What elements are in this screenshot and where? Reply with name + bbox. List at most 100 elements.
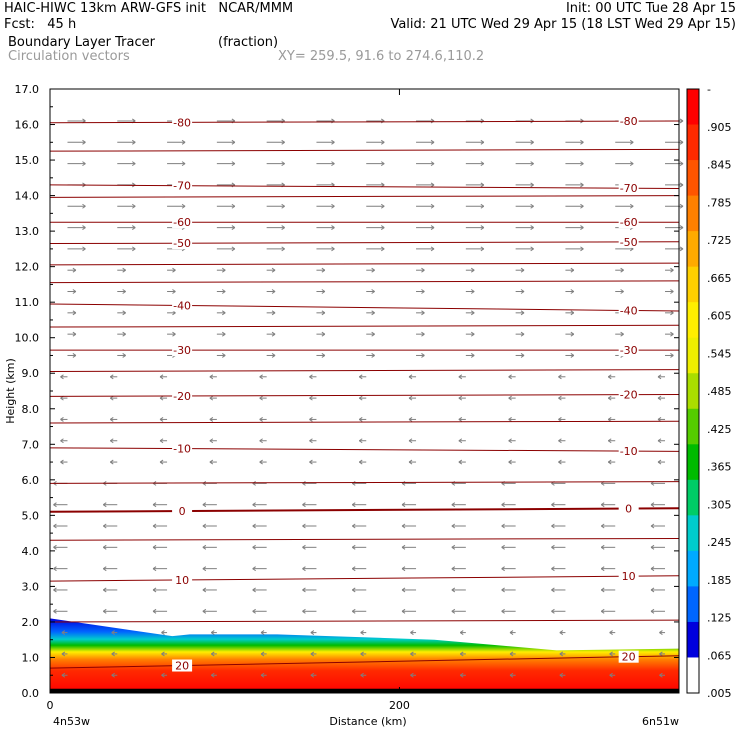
- temperature-contour: [49, 262, 680, 266]
- circulation-vector-head: [501, 566, 505, 572]
- circulation-vector-head: [60, 417, 64, 422]
- circulation-vector-head: [459, 672, 464, 678]
- circulation-vector-head: [122, 310, 126, 316]
- x-axis-label: Distance (km): [329, 715, 406, 728]
- circulation-vector-head: [530, 203, 534, 209]
- colorbar-swatch: [687, 479, 699, 516]
- circulation-vector-head: [509, 651, 514, 657]
- y-tick-label: 5.0: [22, 509, 40, 522]
- circulation-vector-head: [281, 161, 285, 167]
- circulation-vector-head: [122, 289, 126, 294]
- circulation-vector-head: [252, 523, 256, 529]
- circulation-vector-head: [679, 182, 684, 188]
- circulation-vector-head: [580, 161, 584, 167]
- circulation-vector-head: [310, 630, 315, 636]
- circulation-vector-head: [580, 203, 584, 209]
- circulation-vector-head: [670, 353, 674, 358]
- circulation-vector-head: [271, 289, 276, 294]
- circulation-vector-head: [629, 139, 634, 145]
- contour-label: 0: [179, 505, 186, 518]
- contour-label-bg: [172, 116, 193, 129]
- circulation-vector-head: [53, 544, 57, 550]
- circulation-vector-head: [321, 310, 326, 316]
- circulation-vector-head: [408, 374, 413, 380]
- circulation-vector-head: [650, 608, 655, 614]
- circulation-vector-head: [551, 544, 555, 550]
- circulation-vector-head: [161, 672, 165, 678]
- contour-label-bg: [172, 442, 193, 455]
- circulation-vector-head: [401, 566, 406, 572]
- circulation-vector-head: [331, 246, 335, 252]
- circulation-vector-head: [152, 566, 157, 572]
- circulation-vector-head: [600, 502, 605, 508]
- colorbar-label: .605: [707, 310, 732, 323]
- circulation-vector-head: [122, 353, 126, 358]
- temperature-contour: [49, 447, 680, 452]
- circulation-vector-head: [530, 139, 534, 145]
- boundary-layer-tracer-fill: [50, 618, 679, 693]
- circulation-vector-head: [480, 182, 485, 188]
- circulation-vector-head: [371, 353, 375, 358]
- circulation-vector-head: [72, 267, 77, 273]
- circulation-vector-head: [451, 587, 456, 593]
- contour-label: -60: [173, 216, 191, 229]
- circulation-vector-head: [358, 395, 363, 401]
- colorbar-swatch: [687, 515, 699, 552]
- contour-label: -10: [620, 445, 638, 458]
- circulation-vector-head: [570, 310, 575, 316]
- colorbar-swatch: [687, 373, 699, 410]
- circulation-vector-head: [209, 417, 214, 422]
- circulation-vector-head: [131, 203, 136, 209]
- contour-label: -10: [173, 443, 191, 456]
- circulation-vector-head: [61, 630, 66, 636]
- contour-label-bg: [618, 445, 639, 458]
- colorbar-swatch: [687, 195, 699, 232]
- circulation-vector-head: [600, 566, 605, 572]
- circulation-vector-head: [309, 395, 313, 401]
- circulation-vector-head: [520, 267, 525, 273]
- circulation-vector-head: [657, 395, 662, 401]
- temperature-contour: [49, 575, 680, 582]
- circulation-vector-head: [152, 587, 157, 593]
- circulation-vector-head: [421, 289, 425, 294]
- temperature-contour: [49, 369, 680, 372]
- circulation-vector-head: [458, 459, 463, 465]
- colorbar-frame: [686, 88, 700, 694]
- circulation-vector-head: [501, 523, 505, 529]
- circulation-vector-head: [371, 331, 375, 337]
- circulation-vector-head: [501, 544, 505, 550]
- colorbar-label: .425: [707, 423, 732, 436]
- circulation-vector-head: [252, 544, 256, 550]
- circulation-vector-head: [520, 331, 525, 337]
- circulation-vector-head: [580, 139, 584, 145]
- circulation-vector-head: [580, 182, 584, 188]
- circulation-vector-head: [53, 523, 57, 529]
- y-tick-label: 14.0: [15, 190, 40, 203]
- circulation-vector-head: [259, 374, 263, 380]
- colorbar-swatch: [687, 657, 699, 694]
- circulation-vector-head: [302, 566, 306, 572]
- y-tick-label: 16.0: [15, 119, 40, 132]
- temperature-contour: [49, 394, 680, 397]
- circulation-vector-head: [358, 459, 363, 465]
- circulation-vector-head: [508, 459, 512, 465]
- colorbar-label: -: [707, 83, 711, 96]
- circulation-vector-head: [109, 417, 114, 422]
- circulation-vector-head: [380, 246, 385, 252]
- circulation-vector-head: [380, 225, 385, 230]
- circulation-vector-head: [252, 502, 256, 508]
- circulation-vector-head: [259, 395, 263, 401]
- circulation-vector-head: [159, 417, 164, 422]
- circulation-vector-head: [310, 651, 315, 657]
- circulation-vector-head: [321, 289, 326, 294]
- circulation-vector-head: [470, 353, 475, 358]
- circulation-vector-head: [657, 459, 662, 465]
- forecast-hour: Fcst: 45 h: [4, 17, 77, 32]
- circulation-vector-head: [551, 566, 555, 572]
- circulation-vector-head: [380, 139, 385, 145]
- circulation-vector-head: [600, 587, 605, 593]
- circulation-vector-head: [172, 331, 176, 337]
- circulation-vector-head: [302, 523, 306, 529]
- circulation-vector-head: [302, 544, 306, 550]
